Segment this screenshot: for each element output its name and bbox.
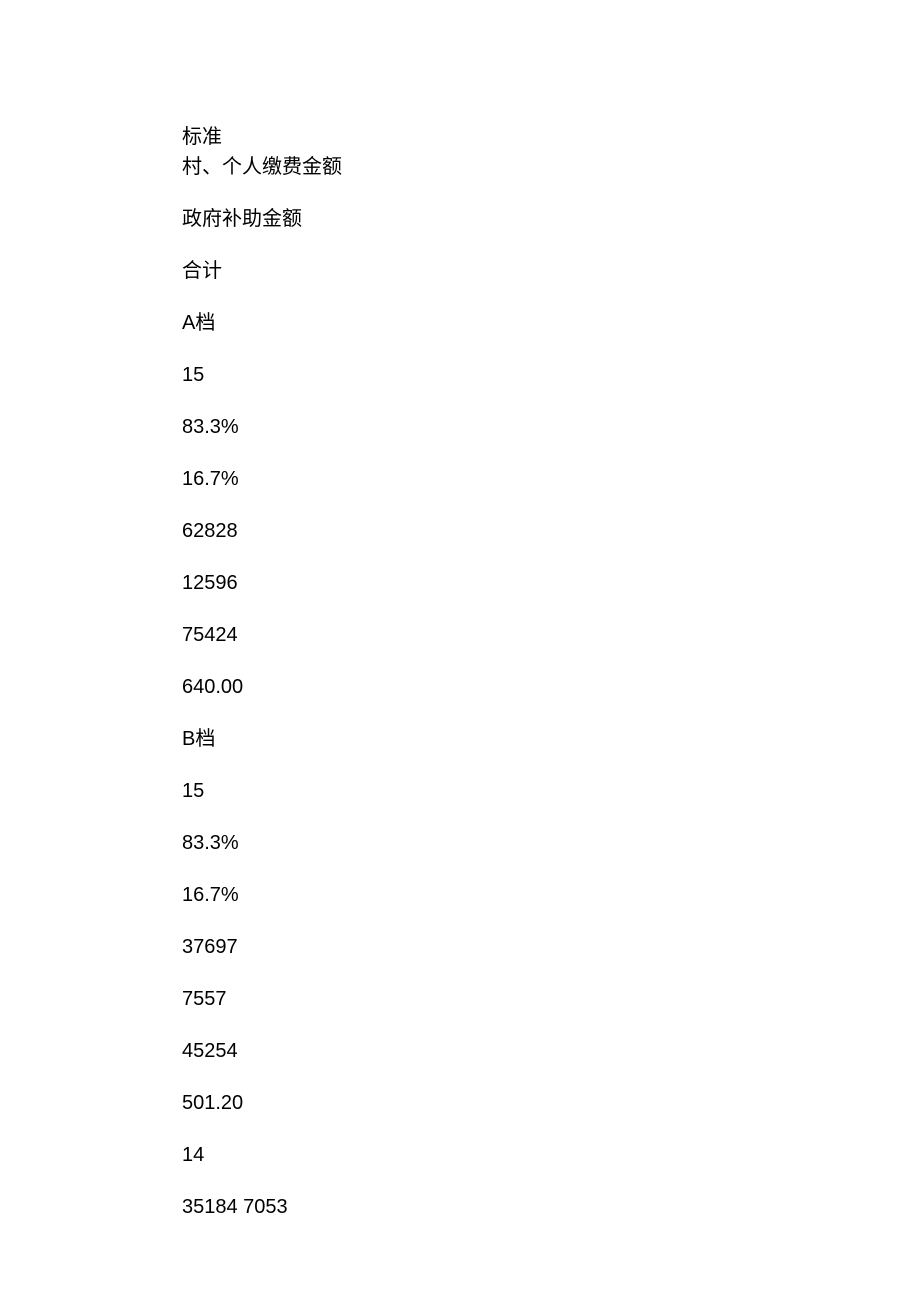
text-line-government-subsidy: 政府补助金额 (182, 204, 920, 234)
text-line-value: 12596 (182, 568, 920, 598)
text-line-value: 15 (182, 776, 920, 806)
text-line-value: 45254 (182, 1036, 920, 1066)
text-line-value: 75424 (182, 620, 920, 650)
text-line-value: 14 (182, 1140, 920, 1170)
text-line-value: 15 (182, 360, 920, 390)
text-line-tier-a: A档 (182, 308, 920, 338)
text-line-value: 501.20 (182, 1088, 920, 1118)
text-line-value: 37697 (182, 932, 920, 962)
text-line-value: 7557 (182, 984, 920, 1014)
text-line-value: 35184 7053 (182, 1192, 920, 1222)
text-line-value: 62828 (182, 516, 920, 546)
text-line-value: 83.3% (182, 828, 920, 858)
text-line-village-personal-payment: 村、个人缴费金额 (182, 152, 920, 182)
text-line-value: 16.7% (182, 464, 920, 494)
text-line-tier-b: B档 (182, 724, 920, 754)
text-line-value: 640.00 (182, 672, 920, 702)
text-line-standard: 标准 (182, 122, 920, 152)
text-line-value: 83.3% (182, 412, 920, 442)
text-line-value: 16.7% (182, 880, 920, 910)
text-line-total: 合计 (182, 256, 920, 286)
